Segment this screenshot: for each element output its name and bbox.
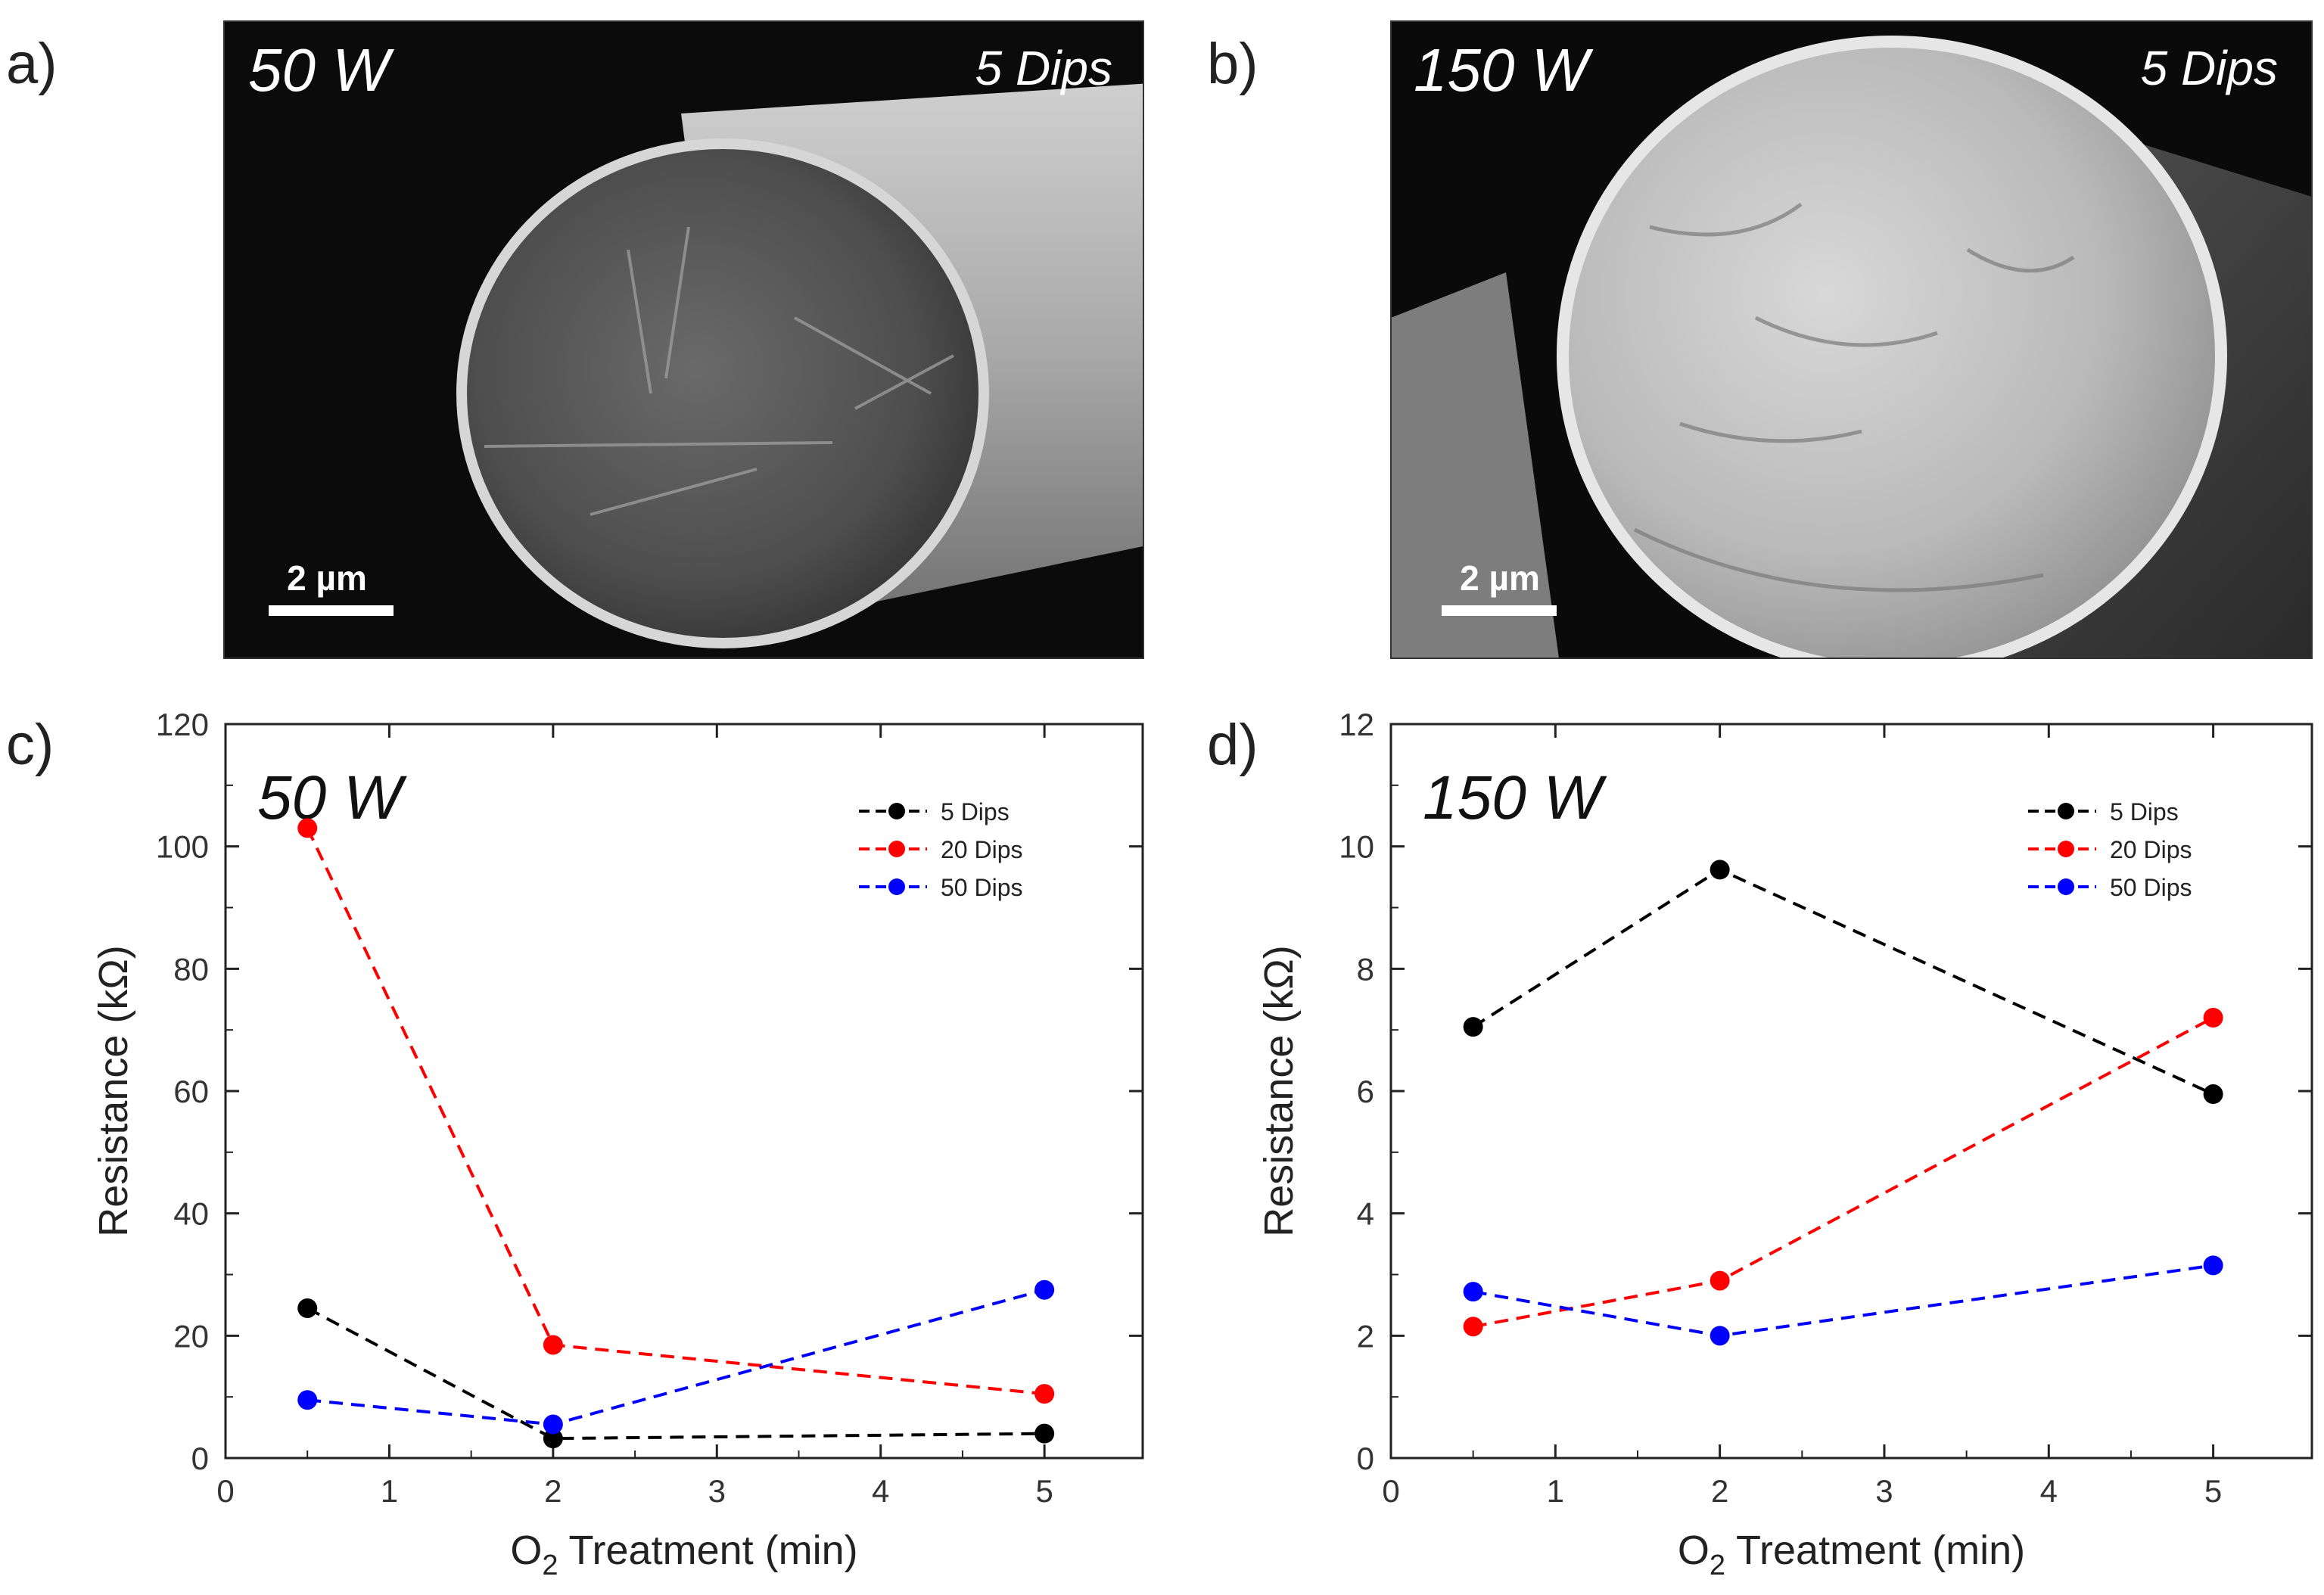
legend-label-d-3: 50 Dips bbox=[2110, 874, 2192, 901]
data-point-d-1 bbox=[2203, 1084, 2223, 1105]
x-axis-title-d: O2 Treatment (min) bbox=[1678, 1528, 2025, 1581]
data-point-c-3 bbox=[1034, 1279, 1055, 1300]
legend-label-d-2: 20 Dips bbox=[2110, 836, 2192, 863]
data-point-c-1 bbox=[543, 1429, 563, 1449]
x-tick-label-d: 1 bbox=[1547, 1473, 1564, 1509]
legend-marker-d-2 bbox=[2058, 841, 2074, 857]
legend-marker-c-3 bbox=[888, 878, 905, 895]
fiber-a-fracture-lines bbox=[484, 226, 954, 516]
data-point-d-2 bbox=[1710, 1270, 1730, 1291]
y-tick-label-c: 20 bbox=[173, 1318, 209, 1354]
x-tick-label-c: 1 bbox=[381, 1473, 398, 1509]
y-tick-label-c: 80 bbox=[173, 951, 209, 987]
y-tick-label-c: 100 bbox=[156, 829, 209, 865]
plot-frame-c bbox=[224, 723, 1144, 1460]
y-tick-label-c: 120 bbox=[156, 707, 209, 742]
data-point-d-1 bbox=[1463, 1017, 1483, 1037]
data-point-d-2 bbox=[2203, 1008, 2223, 1028]
chart-title-d: 150 W bbox=[1423, 763, 1607, 832]
x-tick-label-c: 5 bbox=[1035, 1473, 1053, 1509]
x-tick-label-d: 2 bbox=[1711, 1473, 1728, 1509]
data-point-d-3 bbox=[1710, 1326, 1730, 1346]
y-axis-title-d: Resistance (kΩ) bbox=[1256, 945, 1302, 1236]
panel-letter-a: a) bbox=[6, 32, 58, 96]
sem-a-scale-bar bbox=[269, 605, 394, 616]
x-tick-label-c: 0 bbox=[216, 1473, 234, 1509]
legend-marker-c-1 bbox=[888, 803, 905, 819]
series-line-c-2 bbox=[306, 827, 1045, 1396]
series-line-c-3 bbox=[307, 1288, 1045, 1426]
data-point-d-1 bbox=[1710, 860, 1730, 880]
fiber-b-surface-texture bbox=[1633, 202, 2075, 592]
data-point-d-2 bbox=[1463, 1317, 1483, 1337]
y-tick-label-d: 2 bbox=[1357, 1318, 1374, 1354]
x-axis-title-c: O2 Treatment (min) bbox=[510, 1528, 857, 1581]
chart-title-c: 50 W bbox=[257, 763, 407, 832]
series-line-d-1 bbox=[1472, 868, 2214, 1096]
data-point-c-3 bbox=[543, 1414, 563, 1435]
x-tick-label-d: 4 bbox=[2040, 1473, 2058, 1509]
fiber-a-cross-section bbox=[456, 138, 989, 648]
y-tick-label-d: 4 bbox=[1357, 1196, 1374, 1232]
panel-letter-b: b) bbox=[1207, 32, 1258, 96]
fiber-b-cross-section bbox=[1557, 36, 2227, 658]
y-tick-label-d: 6 bbox=[1357, 1074, 1374, 1109]
sem-panel-b: b) 150 W 5 Dips 2 µm bbox=[1207, 20, 2313, 659]
x-tick-label-c: 3 bbox=[708, 1473, 726, 1509]
y-tick-label-d: 0 bbox=[1357, 1441, 1374, 1476]
sem-b-scale-label: 2 µm bbox=[1460, 558, 1540, 598]
y-tick-label-c: 40 bbox=[173, 1196, 209, 1232]
y-tick-label-d: 10 bbox=[1339, 829, 1374, 865]
legend-label-c-2: 20 Dips bbox=[941, 836, 1023, 863]
sem-panel-a: a) 50 W 5 Dips 2 µm bbox=[6, 20, 1144, 659]
legend-marker-c-2 bbox=[888, 841, 905, 857]
series-line-d-3 bbox=[1473, 1264, 2214, 1338]
sem-b-power-label: 150 W bbox=[1414, 36, 1594, 104]
legend-label-c-3: 50 Dips bbox=[941, 874, 1023, 901]
x-tick-label-d: 3 bbox=[1875, 1473, 1893, 1509]
series-line-c-1 bbox=[306, 1307, 1045, 1441]
data-point-c-1 bbox=[1034, 1423, 1055, 1444]
x-tick-label-d: 0 bbox=[1382, 1473, 1399, 1509]
y-axis-title-c: Resistance (kΩ) bbox=[91, 945, 136, 1236]
legend-label-d-1: 5 Dips bbox=[2110, 798, 2179, 825]
sem-b-dips-label: 5 Dips bbox=[2141, 41, 2278, 95]
sem-image-a-frame bbox=[223, 20, 1144, 659]
panel-letter-c: c) bbox=[6, 713, 54, 777]
plot-frame-d bbox=[1389, 723, 2313, 1460]
y-tick-label-d: 12 bbox=[1339, 707, 1374, 742]
data-point-d-3 bbox=[1463, 1282, 1483, 1302]
sem-a-dips-label: 5 Dips bbox=[975, 41, 1112, 95]
x-tick-label-c: 2 bbox=[544, 1473, 562, 1509]
sem-a-scale-label: 2 µm bbox=[287, 558, 367, 598]
chart-panel-c: c) 0 1 2 3 4 5 0 20 40 60 80 100 120 O2 Treatment (min… bbox=[6, 707, 1144, 1581]
data-point-c-2 bbox=[1034, 1384, 1055, 1404]
data-point-d-3 bbox=[2203, 1255, 2223, 1276]
data-point-c-3 bbox=[297, 1390, 318, 1410]
neighbor-fiber-b bbox=[1391, 272, 1559, 658]
sem-b-scale-bar bbox=[1442, 605, 1557, 616]
data-point-c-2 bbox=[543, 1335, 563, 1355]
y-tick-label-d: 8 bbox=[1357, 951, 1374, 987]
legend-marker-d-3 bbox=[2058, 878, 2074, 895]
data-point-c-1 bbox=[297, 1298, 318, 1318]
panel-letter-d: d) bbox=[1207, 713, 1258, 777]
sem-a-power-label: 50 W bbox=[248, 36, 394, 104]
sem-image-b-frame bbox=[1390, 20, 2313, 659]
x-tick-label-d: 5 bbox=[2204, 1473, 2222, 1509]
legend-label-c-1: 5 Dips bbox=[941, 798, 1010, 825]
y-tick-label-c: 0 bbox=[191, 1441, 209, 1476]
x-tick-label-c: 4 bbox=[872, 1473, 889, 1509]
y-tick-label-c: 60 bbox=[173, 1074, 209, 1109]
data-point-c-2 bbox=[297, 818, 318, 838]
legend-marker-d-1 bbox=[2058, 803, 2074, 819]
